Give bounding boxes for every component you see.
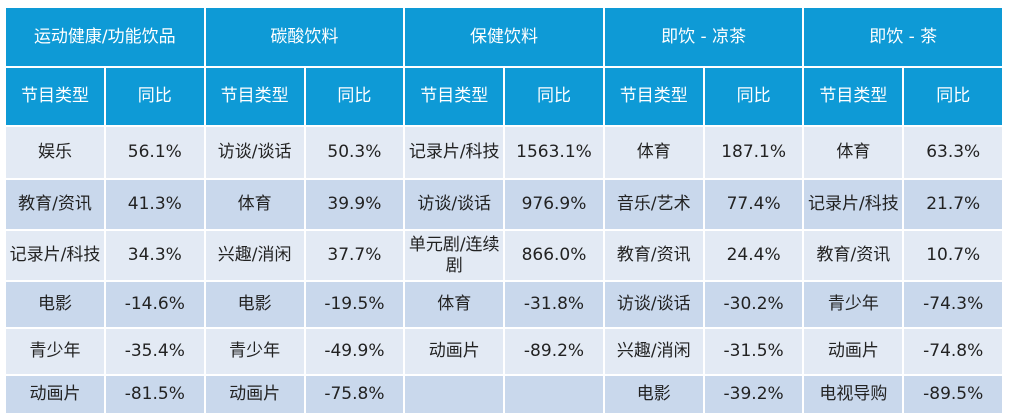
yoy-cell: -89.5% bbox=[904, 376, 1005, 415]
yoy-cell: -19.5% bbox=[305, 282, 406, 329]
yoy-cell: 37.7% bbox=[305, 231, 406, 282]
yoy-cell: 34.3% bbox=[106, 231, 206, 282]
program-type-cell: 青少年 bbox=[205, 329, 306, 376]
category-header: 运动健康/功能饮品 bbox=[6, 8, 206, 68]
yoy-cell: -81.5% bbox=[106, 376, 206, 415]
table-row: 记录片/科技 34.3% 兴趣/消闲 37.7% 单元剧/连续剧 866.0% … bbox=[6, 231, 1005, 282]
table-row: 娱乐 56.1% 访谈/谈话 50.3% 记录片/科技 1563.1% 体育 1… bbox=[6, 127, 1005, 180]
table-row: 电影 -14.6% 电影 -19.5% 体育 -31.8% 访谈/谈话 -30.… bbox=[6, 282, 1005, 329]
program-type-cell: 兴趣/消闲 bbox=[604, 329, 705, 376]
yoy-cell: 976.9% bbox=[505, 180, 605, 231]
yoy-header: 同比 bbox=[704, 68, 805, 127]
program-type-cell: 访谈/谈话 bbox=[205, 127, 306, 180]
yoy-header: 同比 bbox=[505, 68, 605, 127]
category-header: 保健饮料 bbox=[405, 8, 605, 68]
program-type-cell: 体育 bbox=[205, 180, 306, 231]
yoy-cell: -75.8% bbox=[305, 376, 406, 415]
yoy-cell: 1563.1% bbox=[505, 127, 605, 180]
yoy-cell: -14.6% bbox=[106, 282, 206, 329]
program-type-cell: 教育/资讯 bbox=[604, 231, 705, 282]
program-type-cell: 记录片/科技 bbox=[6, 231, 106, 282]
program-type-cell: 记录片/科技 bbox=[804, 180, 905, 231]
program-type-header: 节目类型 bbox=[604, 68, 705, 127]
yoy-cell: 41.3% bbox=[106, 180, 206, 231]
program-type-cell: 教育/资讯 bbox=[804, 231, 905, 282]
yoy-cell: -74.3% bbox=[904, 282, 1005, 329]
program-type-cell: 电影 bbox=[205, 282, 306, 329]
yoy-cell: 56.1% bbox=[106, 127, 206, 180]
program-type-cell: 动画片 bbox=[405, 329, 506, 376]
category-header: 碳酸饮料 bbox=[205, 8, 406, 68]
yoy-header: 同比 bbox=[305, 68, 406, 127]
program-type-cell: 单元剧/连续剧 bbox=[405, 231, 506, 282]
yoy-cell: -49.9% bbox=[305, 329, 406, 376]
program-type-cell: 娱乐 bbox=[6, 127, 106, 180]
program-type-header: 节目类型 bbox=[6, 68, 106, 127]
yoy-cell: 24.4% bbox=[704, 231, 805, 282]
program-type-cell: 体育 bbox=[804, 127, 905, 180]
program-type-cell: 体育 bbox=[405, 282, 506, 329]
program-type-cell: 青少年 bbox=[804, 282, 905, 329]
table-row: 动画片 -81.5% 动画片 -75.8% 电影 -39.2% 电视导购 -89… bbox=[6, 376, 1005, 415]
program-type-cell: 记录片/科技 bbox=[405, 127, 506, 180]
yoy-cell: 21.7% bbox=[904, 180, 1005, 231]
yoy-cell: 187.1% bbox=[704, 127, 805, 180]
yoy-cell: -31.8% bbox=[505, 282, 605, 329]
yoy-cell: -35.4% bbox=[106, 329, 206, 376]
program-type-header: 节目类型 bbox=[804, 68, 905, 127]
program-type-cell bbox=[405, 376, 506, 415]
yoy-cell: -39.2% bbox=[704, 376, 805, 415]
yoy-cell: 77.4% bbox=[704, 180, 805, 231]
category-header: 即饮 - 凉茶 bbox=[604, 8, 805, 68]
yoy-header: 同比 bbox=[904, 68, 1005, 127]
category-header: 即饮 - 茶 bbox=[804, 8, 1005, 68]
yoy-cell: 10.7% bbox=[904, 231, 1005, 282]
column-header-row: 节目类型 同比 节目类型 同比 节目类型 同比 节目类型 同比 节目类型 同比 bbox=[6, 68, 1005, 127]
program-type-cell: 电影 bbox=[604, 376, 705, 415]
program-type-cell: 音乐/艺术 bbox=[604, 180, 705, 231]
program-type-cell: 电影 bbox=[6, 282, 106, 329]
yoy-cell: 63.3% bbox=[904, 127, 1005, 180]
yoy-cell: 50.3% bbox=[305, 127, 406, 180]
program-type-header: 节目类型 bbox=[405, 68, 506, 127]
yoy-header: 同比 bbox=[106, 68, 206, 127]
program-type-cell: 教育/资讯 bbox=[6, 180, 106, 231]
category-header-row: 运动健康/功能饮品 碳酸饮料 保健饮料 即饮 - 凉茶 即饮 - 茶 bbox=[6, 8, 1005, 68]
yoy-cell: 866.0% bbox=[505, 231, 605, 282]
program-type-cell: 访谈/谈话 bbox=[604, 282, 705, 329]
program-type-cell: 动画片 bbox=[205, 376, 306, 415]
program-type-yoy-table: 运动健康/功能饮品 碳酸饮料 保健饮料 即饮 - 凉茶 即饮 - 茶 节目类型 … bbox=[6, 8, 1005, 415]
table-row: 教育/资讯 41.3% 体育 39.9% 访谈/谈话 976.9% 音乐/艺术 … bbox=[6, 180, 1005, 231]
program-type-cell: 兴趣/消闲 bbox=[205, 231, 306, 282]
yoy-cell: 39.9% bbox=[305, 180, 406, 231]
yoy-cell: -31.5% bbox=[704, 329, 805, 376]
program-type-cell: 动画片 bbox=[6, 376, 106, 415]
yoy-cell bbox=[505, 376, 605, 415]
yoy-cell: -30.2% bbox=[704, 282, 805, 329]
yoy-cell: -89.2% bbox=[505, 329, 605, 376]
program-type-cell: 青少年 bbox=[6, 329, 106, 376]
table-row: 青少年 -35.4% 青少年 -49.9% 动画片 -89.2% 兴趣/消闲 -… bbox=[6, 329, 1005, 376]
program-type-header: 节目类型 bbox=[205, 68, 306, 127]
data-table-wrapper: 运动健康/功能饮品 碳酸饮料 保健饮料 即饮 - 凉茶 即饮 - 茶 节目类型 … bbox=[6, 8, 1005, 415]
program-type-cell: 电视导购 bbox=[804, 376, 905, 415]
program-type-cell: 动画片 bbox=[804, 329, 905, 376]
program-type-cell: 体育 bbox=[604, 127, 705, 180]
yoy-cell: -74.8% bbox=[904, 329, 1005, 376]
program-type-cell: 访谈/谈话 bbox=[405, 180, 506, 231]
